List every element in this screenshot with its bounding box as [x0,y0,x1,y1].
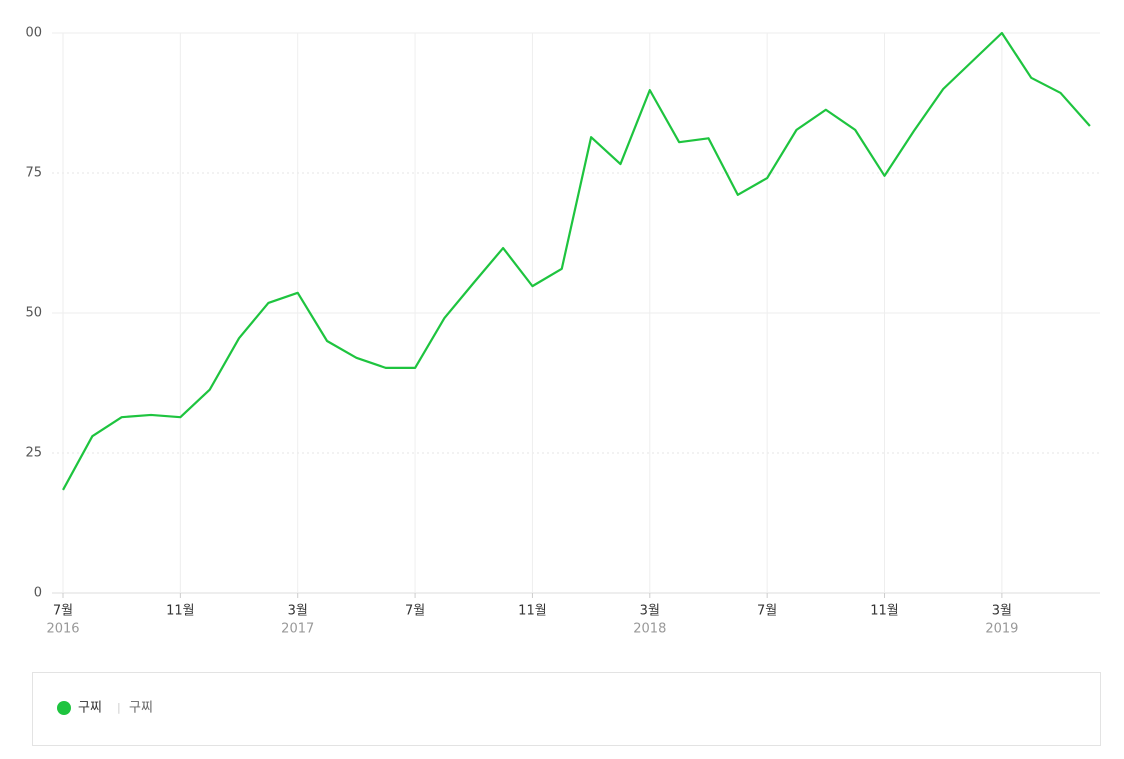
legend-label: 구찌 [78,701,102,716]
x-tick-label: 7월 [405,604,425,619]
y-tick-label: 00 [25,26,42,41]
y-tick-label: 0 [34,586,42,601]
x-year-label: 2017 [281,622,314,637]
x-year-label: 2016 [46,622,79,637]
x-tick-label: 7월 [53,604,73,619]
x-tick-label: 11월 [870,604,899,619]
x-tick-label: 11월 [166,604,195,619]
legend-swatch [57,701,71,715]
x-year-label: 2018 [633,622,666,637]
legend-detail: 구찌 [129,701,153,716]
x-year-label: 2019 [985,622,1018,637]
y-tick-label: 25 [25,446,42,461]
x-tick-label: 11월 [518,604,547,619]
x-tick-label: 7월 [757,604,777,619]
x-tick-label: 3월 [288,604,308,619]
series-line [62,31,1091,491]
x-tick-label: 3월 [992,604,1012,619]
y-tick-label: 50 [25,306,42,321]
legend-separator: | [117,701,121,714]
legend-box [32,672,1101,746]
y-tick-label: 75 [25,166,42,181]
x-tick-label: 3월 [640,604,660,619]
